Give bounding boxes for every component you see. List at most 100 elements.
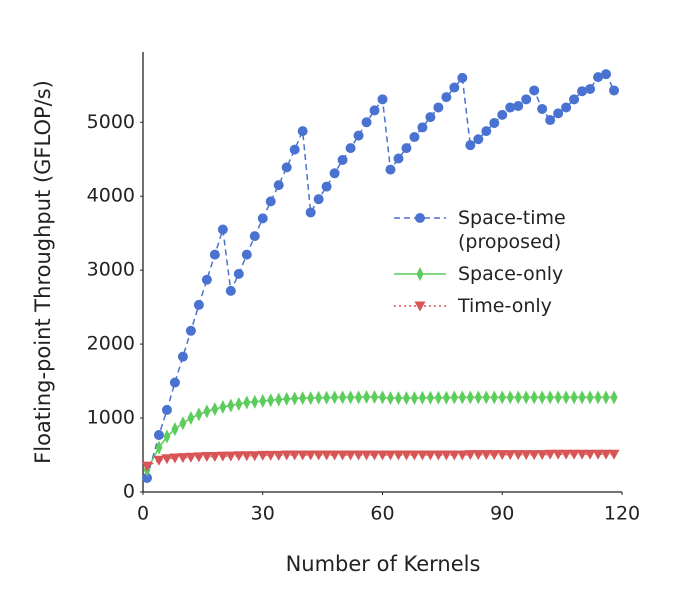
marker — [193, 299, 204, 310]
marker — [457, 72, 468, 83]
marker — [442, 390, 450, 405]
marker — [249, 231, 260, 242]
marker — [537, 103, 548, 114]
marker — [544, 449, 556, 460]
marker — [586, 390, 594, 405]
marker — [233, 268, 244, 279]
legend-swatch — [394, 267, 446, 281]
marker — [528, 450, 540, 461]
marker — [141, 472, 152, 483]
marker — [409, 132, 420, 143]
marker — [568, 449, 580, 460]
marker — [552, 449, 564, 460]
legend-swatch — [394, 301, 446, 312]
marker — [313, 194, 324, 205]
marker — [243, 395, 251, 410]
marker — [225, 285, 236, 296]
marker — [538, 390, 546, 405]
marker — [521, 94, 532, 105]
marker — [529, 85, 540, 96]
marker — [153, 455, 165, 466]
marker — [161, 454, 173, 465]
marker — [449, 82, 460, 93]
marker — [520, 450, 532, 461]
marker — [569, 94, 580, 105]
marker — [465, 140, 476, 151]
marker — [289, 450, 301, 461]
marker — [553, 108, 564, 119]
marker — [400, 450, 412, 461]
marker — [179, 416, 187, 431]
marker — [506, 390, 514, 405]
marker — [337, 154, 348, 165]
marker — [408, 450, 420, 461]
x-axis-label: Number of Kernels — [286, 552, 481, 576]
marker — [361, 450, 373, 461]
marker — [456, 450, 468, 461]
legend-label: Space-only — [458, 263, 564, 285]
marker — [265, 450, 277, 461]
marker — [177, 453, 189, 464]
marker — [305, 450, 317, 461]
marker — [384, 450, 396, 461]
marker — [584, 449, 596, 460]
marker — [554, 390, 562, 405]
marker — [257, 450, 269, 461]
marker — [141, 461, 153, 472]
x-tick-label: 120 — [604, 503, 640, 525]
marker — [201, 274, 212, 285]
marker — [347, 390, 355, 405]
marker — [345, 450, 357, 461]
marker — [513, 100, 524, 111]
marker — [480, 450, 492, 461]
marker — [345, 143, 356, 154]
marker — [385, 164, 396, 175]
marker — [401, 143, 412, 154]
marker — [339, 390, 347, 405]
marker — [450, 390, 458, 405]
marker — [337, 450, 349, 461]
marker — [305, 207, 316, 218]
y-tick-label: 2000 — [87, 333, 135, 355]
x-tick-label: 30 — [251, 503, 275, 525]
marker — [489, 117, 500, 128]
marker — [585, 83, 596, 94]
marker — [424, 450, 436, 461]
marker — [241, 451, 253, 462]
marker — [474, 390, 482, 405]
marker — [211, 402, 219, 417]
marker — [163, 429, 171, 444]
marker — [481, 126, 492, 137]
legend-entry: Space-only — [392, 262, 566, 286]
marker — [235, 397, 243, 411]
marker — [185, 452, 197, 463]
marker — [299, 391, 307, 406]
marker — [291, 391, 299, 406]
marker — [426, 390, 434, 405]
marker — [267, 393, 275, 408]
marker — [273, 450, 285, 461]
legend-label: Time-only — [458, 295, 552, 317]
marker — [219, 399, 227, 414]
marker — [417, 122, 428, 133]
marker — [608, 449, 620, 460]
marker — [153, 430, 164, 441]
marker — [609, 85, 620, 96]
marker — [323, 390, 331, 405]
marker — [434, 390, 442, 405]
marker — [225, 451, 237, 462]
marker — [297, 450, 309, 461]
marker — [410, 391, 418, 406]
marker — [193, 452, 205, 463]
marker — [394, 391, 402, 406]
marker — [171, 422, 179, 437]
marker — [416, 450, 428, 461]
marker — [448, 450, 460, 461]
marker — [377, 450, 388, 461]
marker — [466, 390, 474, 405]
marker — [610, 390, 618, 405]
marker — [185, 325, 196, 336]
marker — [329, 168, 340, 179]
marker — [329, 450, 341, 461]
marker — [369, 450, 381, 461]
